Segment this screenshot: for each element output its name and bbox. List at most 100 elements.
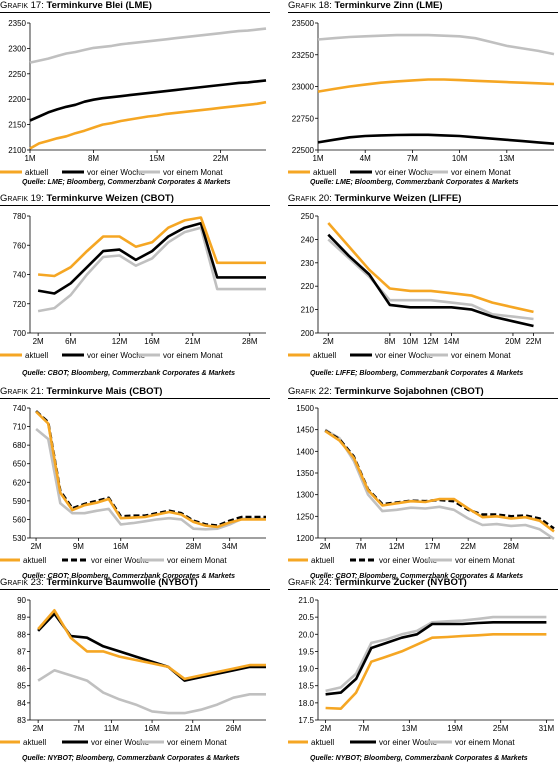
y-tick-label: 1500: [296, 404, 314, 413]
y-tick-label: 650: [13, 460, 27, 469]
chart-title-text: Terminkurve Weizen (CBOT): [46, 193, 174, 204]
y-tick-label: 250: [301, 212, 315, 221]
chart-number: Grafik 22:: [288, 386, 332, 397]
legend-label-aktuell: aktuell: [311, 556, 334, 565]
series-line-vor-einer-woche: [37, 612, 266, 682]
x-tick-label: 4M: [360, 154, 371, 163]
y-tick-label: 1250: [296, 512, 314, 521]
y-tick-label: 200: [301, 329, 315, 338]
legend-label-vor-einem-monat: vor einem Monat: [451, 168, 511, 177]
x-tick-label: 14M: [444, 337, 460, 346]
series-line-aktuell: [37, 608, 266, 681]
chart-number: Grafik 20:: [288, 193, 332, 204]
legend-label-vor-einer-woche: vor einer Woche: [375, 351, 434, 360]
x-tick-label: 7M: [73, 724, 84, 733]
x-tick-label: 16M: [144, 337, 160, 346]
legend-label-aktuell: aktuell: [23, 556, 46, 565]
title-rule: [288, 205, 558, 206]
series-line-vor-einer-woche: [325, 620, 547, 696]
title-rule: [288, 398, 558, 399]
series-line-aktuell: [327, 222, 534, 314]
series-line-vor-einem-monat: [325, 615, 547, 693]
y-tick-label: 2150: [8, 121, 26, 130]
chart-number: Grafik 24:: [288, 577, 332, 588]
series-line-aktuell: [317, 78, 555, 93]
legend-label-vor-einem-monat: vor einem Monat: [163, 168, 223, 177]
x-tick-label: 22M: [526, 337, 542, 346]
chart-panel-zinn: Grafik 18: Terminkurve Zinn (LME) 22500 2…: [288, 0, 558, 190]
x-tick-label: 7M: [355, 542, 366, 551]
y-tick-label: 700: [13, 329, 27, 338]
chart-title-text: Terminkurve Zucker (NYBOT): [334, 577, 467, 588]
chart-svg: 17.5 18.0 18.5 19.0 19.5 20.0 20.5 21.0 2M 7M 13M 1…: [288, 596, 555, 747]
y-tick-label: 20.0: [298, 630, 314, 639]
x-tick-label: 22M: [213, 154, 229, 163]
series-line-vor-einem-monat: [37, 669, 266, 715]
chart-title: Grafik 24: Terminkurve Zucker (NYBOT): [288, 577, 467, 588]
y-tick-label: 720: [13, 300, 27, 309]
chart-svg: 530 560 590 620 650 680 710 740 2M 9M 16M 28M 34M akt…: [0, 404, 266, 565]
title-rule: [288, 589, 558, 590]
legend-label-vor-einem-monat: vor einem Monat: [163, 351, 223, 360]
chart-title: Grafik 17: Terminkurve Blei (LME): [0, 0, 152, 11]
chart-title-text: Terminkurve Baumwolle (NYBOT): [46, 577, 198, 588]
x-tick-label: 12M: [423, 337, 439, 346]
legend-label-vor-einer-woche: vor einer Woche: [87, 168, 146, 177]
legend-label-aktuell: aktuell: [25, 168, 48, 177]
chart-panel-sojabohnen: Grafik 22: Terminkurve Sojabohnen (CBOT)…: [288, 386, 558, 581]
chart-panel-zucker: Grafik 24: Terminkurve Zucker (NYBOT) 17…: [288, 577, 558, 765]
x-tick-label: 1M: [312, 154, 323, 163]
y-tick-label: 2350: [8, 19, 26, 28]
series-line-vor-einer-woche: [37, 222, 266, 295]
chart-panel-blei: Grafik 17: Terminkurve Blei (LME) 2100 21…: [0, 0, 270, 190]
legend-label-vor-einem-monat: vor einem Monat: [167, 738, 227, 747]
y-tick-label: 1300: [296, 491, 314, 500]
legend-label-aktuell: aktuell: [313, 168, 336, 177]
chart-title-text: Terminkurve Weizen (LIFFE): [334, 193, 462, 204]
y-tick-label: 19.0: [298, 665, 314, 674]
y-tick-label: 2200: [8, 95, 26, 104]
y-tick-label: 86: [17, 665, 26, 674]
chart-svg: 22500 22750 23000 23250 23500 1M 4M 7M 10M 13M akt…: [288, 19, 555, 177]
legend-label-vor-einer-woche: vor einer Woche: [87, 351, 146, 360]
x-tick-label: 2M: [323, 337, 334, 346]
y-tick-label: 20.5: [298, 613, 314, 622]
chart-svg: 200 210 220 230 240 250 2M 8M 10M 12M 14M 20M 22M akt…: [288, 212, 554, 360]
y-tick-label: 89: [17, 613, 26, 622]
y-tick-label: 17.5: [298, 716, 314, 725]
chart-title: Grafik 19: Terminkurve Weizen (CBOT): [0, 193, 174, 204]
chart-title: Grafik 21: Terminkurve Mais (CBOT): [0, 386, 162, 397]
title-rule: [0, 205, 270, 206]
x-tick-label: 21M: [185, 337, 201, 346]
chart-source: Quelle: LIFFE; Bloomberg, Commerzbank Co…: [310, 370, 524, 377]
x-tick-label: 7M: [407, 154, 418, 163]
series-line-aktuell: [324, 429, 555, 533]
y-tick-label: 2250: [8, 70, 26, 79]
chart-source: Quelle: CBOT; Bloomberg, Commerzbank Cor…: [22, 370, 236, 377]
x-tick-label: 31M: [539, 724, 555, 733]
chart-number: Grafik 18:: [288, 0, 332, 11]
y-tick-label: 23500: [292, 19, 315, 28]
chart-source: Quelle: LME; Bloomberg, Commerzbank Corp…: [22, 179, 231, 186]
y-tick-label: 2300: [8, 44, 26, 53]
x-tick-label: 2M: [33, 724, 44, 733]
x-tick-label: 1M: [24, 154, 35, 163]
x-tick-label: 25M: [493, 724, 509, 733]
chart-title-text: Terminkurve Blei (LME): [46, 0, 152, 11]
chart-svg: 1200 1250 1300 1350 1400 1450 1500 2M 7M 12M 17M 22…: [288, 404, 555, 565]
y-tick-label: 560: [13, 515, 27, 524]
chart-title: Grafik 18: Terminkurve Zinn (LME): [288, 0, 443, 11]
y-tick-label: 710: [13, 423, 27, 432]
x-tick-label: 15M: [149, 154, 165, 163]
y-tick-label: 18.5: [298, 682, 314, 691]
legend-label-aktuell: aktuell: [311, 738, 334, 747]
series-line-aktuell: [325, 632, 547, 710]
y-tick-label: 760: [13, 241, 27, 250]
y-tick-label: 620: [13, 478, 27, 487]
x-tick-label: 28M: [503, 542, 519, 551]
y-tick-label: 22750: [292, 114, 315, 123]
chart-title: Grafik 22: Terminkurve Sojabohnen (CBOT): [288, 386, 484, 397]
series-line-vor-einer-woche: [324, 429, 555, 530]
y-tick-label: 590: [13, 497, 27, 506]
